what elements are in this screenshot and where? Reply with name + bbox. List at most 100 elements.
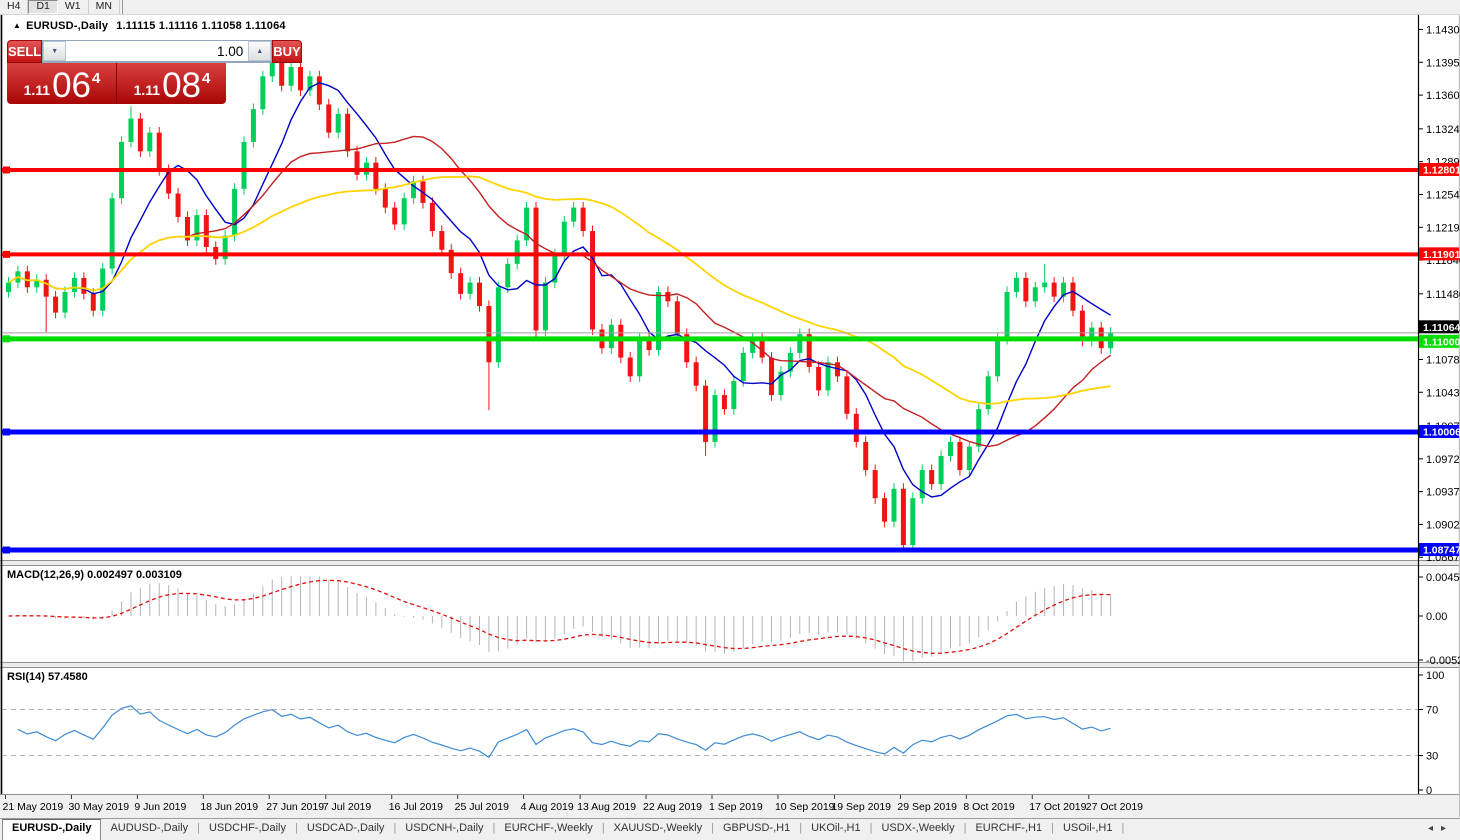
chart-title-bar: ▲ EURUSD-,Daily 1.11115 1.11116 1.11058 1.… xyxy=(13,20,286,32)
chart-tab-ukoil-h1[interactable]: UKOil-,H1 xyxy=(811,822,861,834)
svg-text:1.12190: 1.12190 xyxy=(1426,222,1460,234)
svg-text:1.13950: 1.13950 xyxy=(1426,57,1460,69)
svg-text:0: 0 xyxy=(1426,785,1432,797)
chart-tab-audusd-daily[interactable]: AUDUSD-,Daily xyxy=(110,822,189,834)
svg-text:17 Oct 2019: 17 Oct 2019 xyxy=(1029,801,1086,813)
buy-button[interactable]: BUY xyxy=(272,40,302,63)
rsi-name: RSI(14) xyxy=(7,671,45,683)
chart-tabs-bar: EURUSD-,Daily AUDUSD-,Daily | USDCHF-,Daily… xyxy=(0,818,1460,840)
svg-text:100: 100 xyxy=(1426,670,1444,682)
svg-text:21 May 2019: 21 May 2019 xyxy=(3,801,64,813)
svg-text:30 May 2019: 30 May 2019 xyxy=(68,801,129,813)
price-level-lines[interactable]: 1.12801 1.11901 1.11000 1.10006 1.08747 xyxy=(2,163,1460,557)
svg-text:29 Sep 2019: 29 Sep 2019 xyxy=(897,801,957,813)
svg-text:0.00: 0.00 xyxy=(1426,611,1447,623)
svg-text:1.09370: 1.09370 xyxy=(1426,487,1460,499)
svg-text:1.10430: 1.10430 xyxy=(1426,387,1460,399)
svg-text:22 Aug 2019: 22 Aug 2019 xyxy=(643,801,702,813)
svg-text:25 Jul 2019: 25 Jul 2019 xyxy=(455,801,509,813)
volume-input[interactable] xyxy=(66,41,249,61)
chart-tab-eurchf-h1[interactable]: EURCHF-,H1 xyxy=(975,822,1043,834)
svg-text:16 Jul 2019: 16 Jul 2019 xyxy=(389,801,443,813)
tab-separator: | xyxy=(869,822,873,834)
chart-tab-eurusd-daily[interactable]: EURUSD-,Daily xyxy=(2,819,102,840)
timeframe-toolbar: H4 D1 W1 MN xyxy=(0,0,1460,15)
svg-text:1.14300: 1.14300 xyxy=(1426,24,1460,36)
sell-button[interactable]: SELL xyxy=(7,40,43,63)
svg-text:9 Jun 2019: 9 Jun 2019 xyxy=(134,801,186,813)
tab-separator: | xyxy=(963,822,967,834)
timeframe-button-d1[interactable]: D1 xyxy=(28,0,58,14)
rsi-value: 57.4580 xyxy=(47,671,88,683)
tab-separator: | xyxy=(711,822,714,834)
tab-separator: | xyxy=(197,822,200,834)
chart-tab-usdchf-daily[interactable]: USDCHF-,Daily xyxy=(208,822,286,834)
svg-text:13 Aug 2019: 13 Aug 2019 xyxy=(577,801,636,813)
svg-text:1.12540: 1.12540 xyxy=(1426,189,1460,201)
tab-scroll-buttons: ◂▸ xyxy=(1428,823,1454,834)
chart-tab-xauusd-weekly[interactable]: XAUUSD-,Weekly xyxy=(613,822,703,834)
bid-pip-digit: 4 xyxy=(92,70,101,87)
ask-pip-digit: 4 xyxy=(202,70,211,87)
svg-text:1.11480: 1.11480 xyxy=(1426,289,1460,301)
svg-text:27 Jun 2019: 27 Jun 2019 xyxy=(266,801,324,813)
svg-text:0.004536: 0.004536 xyxy=(1426,572,1460,584)
bid-price-panel[interactable]: 1.11 06 4 xyxy=(7,63,117,104)
macd-indicator-label: MACD(12,26,9) 0.002497 0.003109 xyxy=(7,569,182,581)
rsi-axis: 100 70 30 0 xyxy=(1419,670,1444,797)
svg-text:30: 30 xyxy=(1426,751,1438,763)
collapse-icon[interactable]: ▲ xyxy=(13,21,22,30)
chart-tab-eurchf-weekly[interactable]: EURCHF-,Weekly xyxy=(504,822,593,834)
bid-prefix: 1.11 xyxy=(23,82,51,98)
rsi-layer xyxy=(2,705,1418,759)
tab-separator: | xyxy=(492,822,496,834)
ask-prefix: 1.11 xyxy=(133,82,161,98)
svg-text:10 Sep 2019: 10 Sep 2019 xyxy=(775,801,835,813)
macd-values: 0.002497 0.003109 xyxy=(87,569,182,581)
svg-text:18 Jun 2019: 18 Jun 2019 xyxy=(200,801,258,813)
volume-increase-button[interactable]: ▲ xyxy=(248,41,272,61)
svg-text:8 Oct 2019: 8 Oct 2019 xyxy=(963,801,1015,813)
chart-tab-gbpusd-h1[interactable]: GBPUSD-,H1 xyxy=(722,822,791,834)
svg-text:1.08747: 1.08747 xyxy=(1423,545,1460,557)
trade-top-row: SELL ▼ ▲ BUY xyxy=(7,40,302,63)
tabs-scroll-right-icon[interactable]: ▸ xyxy=(1440,823,1454,834)
volume-spinner: ▼ ▲ xyxy=(42,40,273,63)
chart-tab-usdcnh-daily[interactable]: USDCNH-,Daily xyxy=(405,822,484,834)
svg-text:4 Aug 2019: 4 Aug 2019 xyxy=(521,801,574,813)
volume-decrease-button[interactable]: ▼ xyxy=(43,41,67,61)
chart-tab-usdcad-daily[interactable]: USDCAD-,Daily xyxy=(306,822,385,834)
rsi-indicator-label: RSI(14) 57.4580 xyxy=(7,671,88,683)
timeframe-button-w1[interactable]: W1 xyxy=(58,0,89,14)
svg-text:1 Sep 2019: 1 Sep 2019 xyxy=(709,801,763,813)
tab-separator: | xyxy=(799,822,803,834)
date-axis: 21 May 2019 30 May 2019 9 Jun 2019 18 Jun 2… xyxy=(3,795,1143,813)
svg-text:1.11064: 1.11064 xyxy=(1423,322,1460,334)
svg-text:1.10006: 1.10006 xyxy=(1423,427,1460,439)
chart-tab-usoil-h1[interactable]: USOil-,H1 xyxy=(1062,822,1113,834)
tabs-scroll-left-icon[interactable]: ◂ xyxy=(1427,823,1441,834)
ask-big-digits: 08 xyxy=(162,66,202,105)
tab-separator: | xyxy=(294,822,298,834)
svg-text:70: 70 xyxy=(1426,705,1438,717)
svg-text:1.13600: 1.13600 xyxy=(1426,90,1460,102)
tab-separator: | xyxy=(1121,822,1125,834)
svg-text:19 Sep 2019: 19 Sep 2019 xyxy=(831,801,891,813)
ohlc-values: 1.11115 1.11116 1.11058 1.11064 xyxy=(116,20,286,32)
macd-axis: 0.004536 0.00 -0.005205 xyxy=(1419,572,1460,667)
svg-text:7 Jul 2019: 7 Jul 2019 xyxy=(323,801,372,813)
current-price-label: 1.11064 xyxy=(1419,320,1460,334)
timeframe-button-h4[interactable]: H4 xyxy=(0,0,29,14)
bid-big-digits: 06 xyxy=(52,66,92,105)
timeframe-button-mn[interactable]: MN xyxy=(89,0,120,14)
chart-tab-usdx-weekly[interactable]: USDX-,Weekly xyxy=(881,822,955,834)
svg-text:1.13240: 1.13240 xyxy=(1426,124,1460,136)
symbol-period-label: EURUSD-,Daily xyxy=(26,20,109,32)
trade-price-row: 1.11 06 4 1.11 08 4 xyxy=(7,63,226,104)
ask-price-panel[interactable]: 1.11 08 4 xyxy=(117,63,226,104)
macd-name: MACD(12,26,9) xyxy=(7,569,85,581)
toolbar-separator xyxy=(120,0,123,14)
macd-layer xyxy=(8,576,1112,661)
